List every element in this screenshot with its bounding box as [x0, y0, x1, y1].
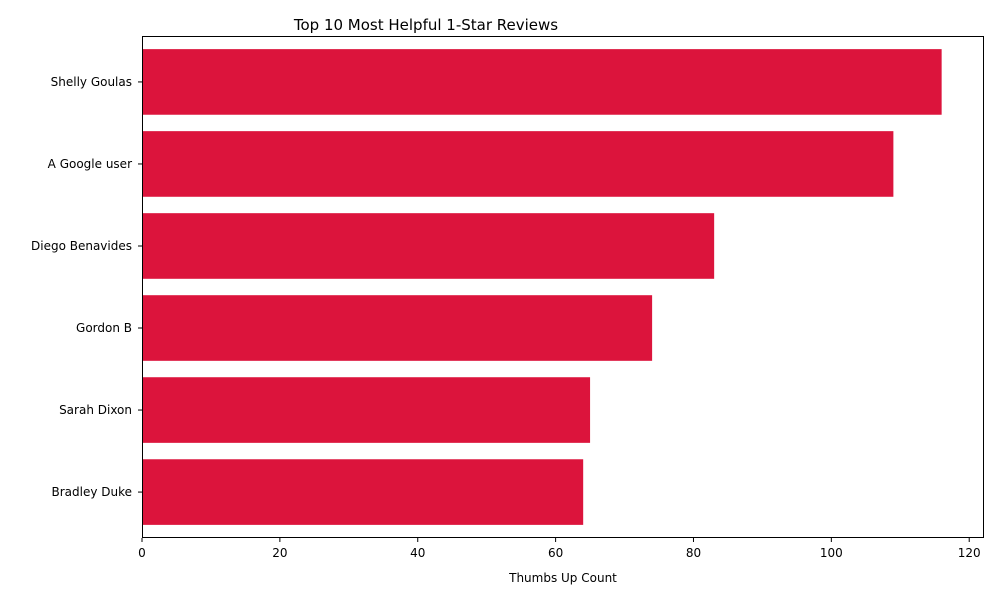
bars-group [142, 49, 942, 525]
chart-title: Top 10 Most Helpful 1-Star Reviews [293, 16, 558, 34]
x-tick-label-6: 120 [958, 546, 981, 560]
y-tick-label-2: Diego Benavides [31, 239, 132, 253]
bar-2 [142, 213, 715, 279]
bar-3 [142, 295, 653, 361]
x-tick-label-4: 80 [686, 546, 701, 560]
y-tick-label-1: A Google user [48, 157, 132, 171]
plot-area-frame [142, 36, 984, 538]
x-tick-label-5: 100 [820, 546, 843, 560]
x-tick-label-1: 20 [272, 546, 287, 560]
y-tick-label-4: Sarah Dixon [59, 403, 132, 417]
y-axis-ticks: Shelly Goulas A Google user Diego Benavide… [31, 75, 142, 499]
x-tick-label-2: 40 [410, 546, 425, 560]
bar-5 [142, 459, 584, 525]
y-tick-label-5: Bradley Duke [51, 485, 132, 499]
x-axis-label: Thumbs Up Count [508, 571, 617, 585]
y-tick-label-3: Gordon B [76, 321, 132, 335]
y-tick-label-0: Shelly Goulas [51, 75, 132, 89]
x-tick-label-3: 60 [548, 546, 563, 560]
bar-0 [142, 49, 942, 115]
bar-4 [142, 377, 591, 443]
x-axis-ticks: 0 20 40 60 80 100 120 [138, 538, 981, 560]
x-tick-label-0: 0 [138, 546, 146, 560]
bar-1 [142, 131, 894, 197]
